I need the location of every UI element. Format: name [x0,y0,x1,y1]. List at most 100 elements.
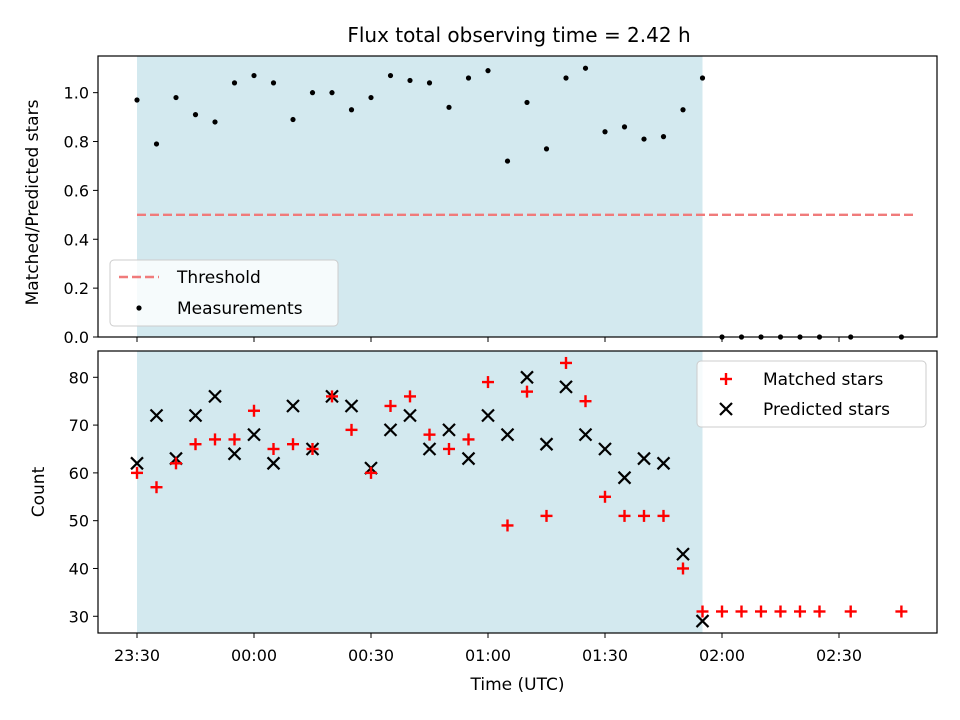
bottom-y-axis: 30 40 50 60 70 80 [69,368,98,626]
legend-matched-swatch [720,373,732,385]
matched-point-33 [774,605,787,618]
top-panel: 0.0 0.2 0.4 0.6 0.8 1.0 Matched/Predicted sta… [23,55,938,347]
legend-measurements-label: Measurements [177,299,303,319]
measurement-point-9 [309,90,316,96]
matched-point-8 [287,438,299,451]
legend-matched-label: Matched stars [763,370,883,390]
predicted-point-18-b [481,408,495,423]
predicted-point-29-b [695,614,710,628]
predicted-point-20-b [520,370,534,385]
matched-point-22 [560,356,572,369]
measurement-point-12 [368,94,374,101]
bottom-y-tick-label-4: 70 [69,416,89,435]
predicted-point-8-b [286,399,300,413]
matched-point-21 [540,509,553,522]
predicted-point-22-b [559,380,573,394]
predicted-point-21 [539,437,554,451]
predicted-point-26 [637,451,651,466]
bottom-panel: 30 40 50 60 70 80 23:30 00:00 00:30 01:00 01:30 02… [29,350,938,695]
measurement-point-1 [153,141,160,147]
matched-point-28 [677,562,689,575]
x-tick-label-5: 02:00 [699,646,745,665]
bottom-marks [130,356,908,628]
predicted-point-1-b [149,408,164,423]
measurement-point-23 [582,65,589,71]
x-tick-label-4: 01:30 [582,646,628,665]
bottom-y-tick-label-1: 40 [69,559,89,578]
matched-point-19 [501,519,514,532]
matched-point-17 [462,433,475,446]
predicted-point-29 [695,614,710,628]
bottom-x-axis: 23:30 00:00 00:30 01:00 01:30 02:00 02:30 [114,633,862,665]
predicted-point-21-b [539,437,554,451]
top-legend: Threshold Measurements [109,259,339,327]
predicted-point-13-b [383,423,398,437]
predicted-point-23 [578,427,593,442]
predicted-point-4 [208,389,222,404]
predicted-point-18 [481,408,495,423]
measurement-point-29 [699,75,706,81]
legend-matched-marker [720,373,732,385]
predicted-point-17-b [461,451,476,466]
legend-predicted-swatch [719,402,733,416]
measurement-point-7 [270,80,277,86]
top-legend-box [109,259,339,327]
x-tick-label-2: 00:30 [348,646,394,665]
measurement-point-14 [407,77,413,84]
measurement-point-4 [212,119,218,125]
measurement-point-13 [387,72,394,79]
top-y-tick-label-5: 1.0 [64,84,89,103]
predicted-point-15-b [422,442,437,456]
predicted-point-28-b [676,547,690,561]
predicted-point-19-b [500,427,515,442]
matched-point-18 [482,376,494,389]
predicted-point-20 [520,370,534,385]
legend-threshold-label: Threshold [176,268,261,288]
legend-predicted-label: Predicted stars [763,400,890,420]
matched-point-0 [131,466,143,479]
matched-point-29 [696,605,709,618]
matched-point-12 [365,466,377,479]
matched-point-10 [326,390,338,403]
matched-point-25 [618,509,631,522]
top-y-axis-label: Matched/Predicted stars [23,99,43,305]
predicted-point-0-b [130,456,144,471]
matched-point-37 [895,605,908,618]
matched-point-15 [423,428,436,441]
matched-point-27 [657,509,670,522]
matched-point-5 [228,433,241,446]
matched-point-7 [267,442,280,455]
matched-point-24 [599,490,611,503]
top-x-ticks [136,337,840,342]
predicted-point-16 [442,423,456,437]
measurement-point-21 [543,146,550,152]
measurement-point-0 [134,97,140,103]
predicted-point-5-b [227,446,242,461]
matched-point-16 [443,442,455,455]
x-tick-label-3: 01:00 [465,646,511,665]
predicted-point-17 [461,451,476,466]
predicted-point-24 [598,442,612,456]
predicted-point-19 [500,427,515,442]
predicted-point-7 [266,456,281,471]
matched-point-2 [170,457,182,470]
predicted-point-13 [383,423,398,437]
predicted-point-25-b [617,470,632,485]
predicted-point-26-b [637,451,651,466]
predicted-point-23-b [578,427,593,442]
measurement-point-11 [348,107,355,113]
predicted-point-11 [344,399,359,413]
measurement-point-16 [446,104,452,110]
top-y-tick-label-1: 0.2 [64,279,89,298]
x-tick-label-6: 02:30 [816,646,862,665]
bottom-observing-window [137,351,703,633]
matched-point-14 [404,390,416,403]
bottom-y-tick-label-5: 80 [69,368,89,387]
legend-measurement-swatch [136,305,142,311]
measurement-point-6 [251,72,257,79]
matched-point-20 [521,385,533,398]
predicted-point-11-b [344,399,359,413]
predicted-point-24-b [598,442,612,456]
matched-point-3 [189,438,202,451]
matched-point-9 [306,442,319,455]
